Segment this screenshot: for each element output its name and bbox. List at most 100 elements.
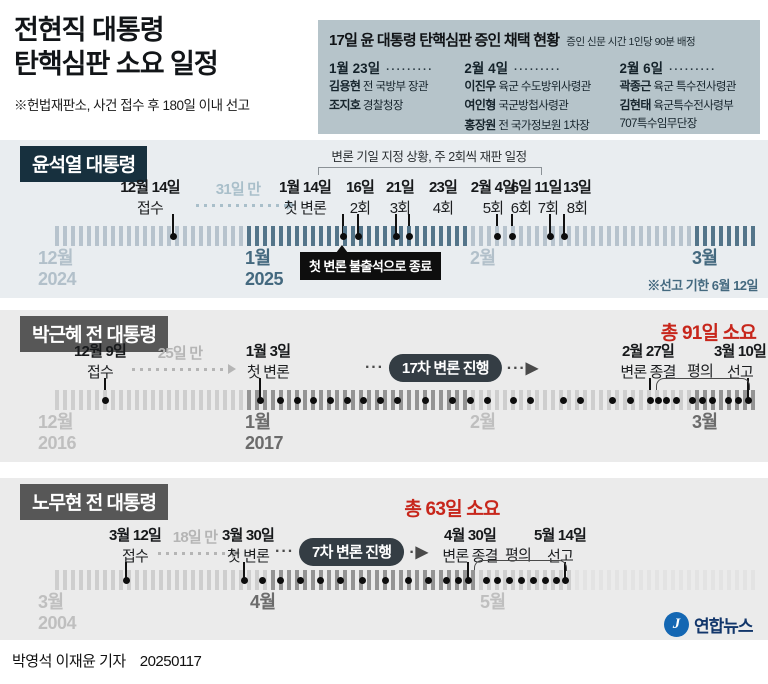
hearing-progress: ··· 7차 변론 진행 ·▶ (275, 538, 429, 566)
byline: 박영석 이재윤 기자 20250117 (12, 650, 202, 671)
tick-mark (735, 570, 739, 590)
witness-date-row: 2월 4일 ········· (464, 57, 619, 77)
tick-mark (119, 226, 123, 246)
tick-mark (143, 390, 147, 410)
tick-mark (239, 390, 243, 410)
tick-mark (167, 570, 171, 590)
witness-box-title: 17일 윤 대통령 탄핵심판 증인 채택 현황 (329, 32, 560, 49)
event-dot (662, 396, 670, 404)
event-desc: 4회 (432, 200, 454, 217)
witness-person: 이진우 육군 수도방위사령관 (464, 79, 591, 93)
total-days-label: 총 91일 소요 (660, 323, 757, 344)
title-block: 전현직 대통령 탄핵심판 소요 일정 ※헌법재판소, 사건 접수 후 180일 … (14, 14, 310, 114)
event-stem (104, 378, 106, 398)
event-dot (326, 396, 334, 404)
tick-mark (719, 390, 723, 410)
tick-mark (223, 390, 227, 410)
tick-mark (703, 226, 707, 246)
witness-box: 17일 윤 대통령 탄핵심판 증인 채택 현황 증인 신문 시간 1인당 90분… (318, 20, 760, 134)
pill-leading-dots: ··· (275, 543, 295, 560)
month-label: 5월 (480, 592, 506, 612)
month-label: 2월 (470, 412, 496, 432)
gap-dotted-arrow (132, 368, 228, 371)
tick-mark (103, 226, 107, 246)
person-name: 김현태 (619, 98, 651, 113)
event-dot (708, 396, 716, 404)
tick-mark (527, 570, 531, 590)
tick-mark (439, 390, 443, 410)
dotted-leader: ········· (386, 64, 434, 76)
gap-dotted-arrow (158, 552, 232, 555)
tick-mark (751, 570, 755, 590)
tick-mark (351, 226, 355, 246)
tick-mark (735, 226, 739, 246)
tick-mark (383, 390, 387, 410)
page-title-line1: 전현직 대통령 (14, 15, 165, 45)
event-dot (404, 576, 412, 584)
total-days-label: 총 63일 소요 (404, 499, 500, 520)
tick-mark (399, 570, 403, 590)
month-label: 3월 (692, 412, 718, 432)
event-dot (101, 396, 109, 404)
tick-mark (63, 226, 67, 246)
tick-mark (335, 226, 339, 246)
event-dot (442, 576, 450, 584)
event-dot (576, 396, 584, 404)
tick-mark (639, 390, 643, 410)
start-event: 12월 14일 접수 (90, 176, 210, 218)
tick-mark (591, 390, 595, 410)
event-stem (511, 214, 513, 234)
event-date: 21일 (385, 179, 415, 196)
tick-mark (439, 226, 443, 246)
tick-mark (303, 390, 307, 410)
tick-mark (367, 570, 371, 590)
tick-mark (63, 570, 67, 590)
event-date: 11일 (534, 179, 562, 196)
event-desc: 7회 (537, 200, 559, 217)
event-dot (359, 396, 367, 404)
event-stem (243, 562, 245, 578)
event-desc: 접수 (86, 364, 114, 381)
tick-mark (663, 226, 667, 246)
tick-mark (607, 226, 611, 246)
tick-mark (119, 570, 123, 590)
tick-mark (247, 570, 251, 590)
event-dot (508, 232, 516, 240)
event-dot (343, 396, 351, 404)
tick-mark (647, 226, 651, 246)
tick-mark (631, 570, 635, 590)
tick-mark (327, 570, 331, 590)
event-dot (464, 576, 472, 584)
tick-mark (231, 390, 235, 410)
witness-person: 김현태 육군특수전사령부 707특수임무단장 (619, 98, 734, 130)
tick-mark (655, 226, 659, 246)
tick-mark (159, 390, 163, 410)
event-desc: 첫 변론 (283, 200, 327, 217)
gap-arrowhead-icon (228, 364, 236, 374)
tick-mark (751, 226, 755, 246)
person-name: 여인형 (464, 98, 496, 113)
tick-mark (183, 390, 187, 410)
tick-mark (431, 226, 435, 246)
tick-mark (695, 570, 699, 590)
tick-mark (575, 570, 579, 590)
event-dot (339, 232, 347, 240)
tick-mark (135, 226, 139, 246)
tick-mark (199, 390, 203, 410)
tick-mark (191, 390, 195, 410)
tick-mark (399, 390, 403, 410)
tick-mark (167, 226, 171, 246)
tick-mark (95, 390, 99, 410)
witness-column: 1월 23일 ········· 김용현 전 국방부 장관 조지호 경찰청장 (329, 57, 464, 135)
year-label: 2017 (245, 433, 284, 454)
event-stem (172, 214, 174, 234)
tick-mark (143, 570, 147, 590)
tick-mark (615, 570, 619, 590)
hearing-event: 11일 7회 (488, 176, 608, 218)
tick-mark (671, 570, 675, 590)
tick-mark (695, 390, 699, 410)
tick-mark (415, 226, 419, 246)
tick-mark (159, 226, 163, 246)
hearing-event: 13일 8회 (517, 176, 637, 218)
event-dot (493, 232, 501, 240)
